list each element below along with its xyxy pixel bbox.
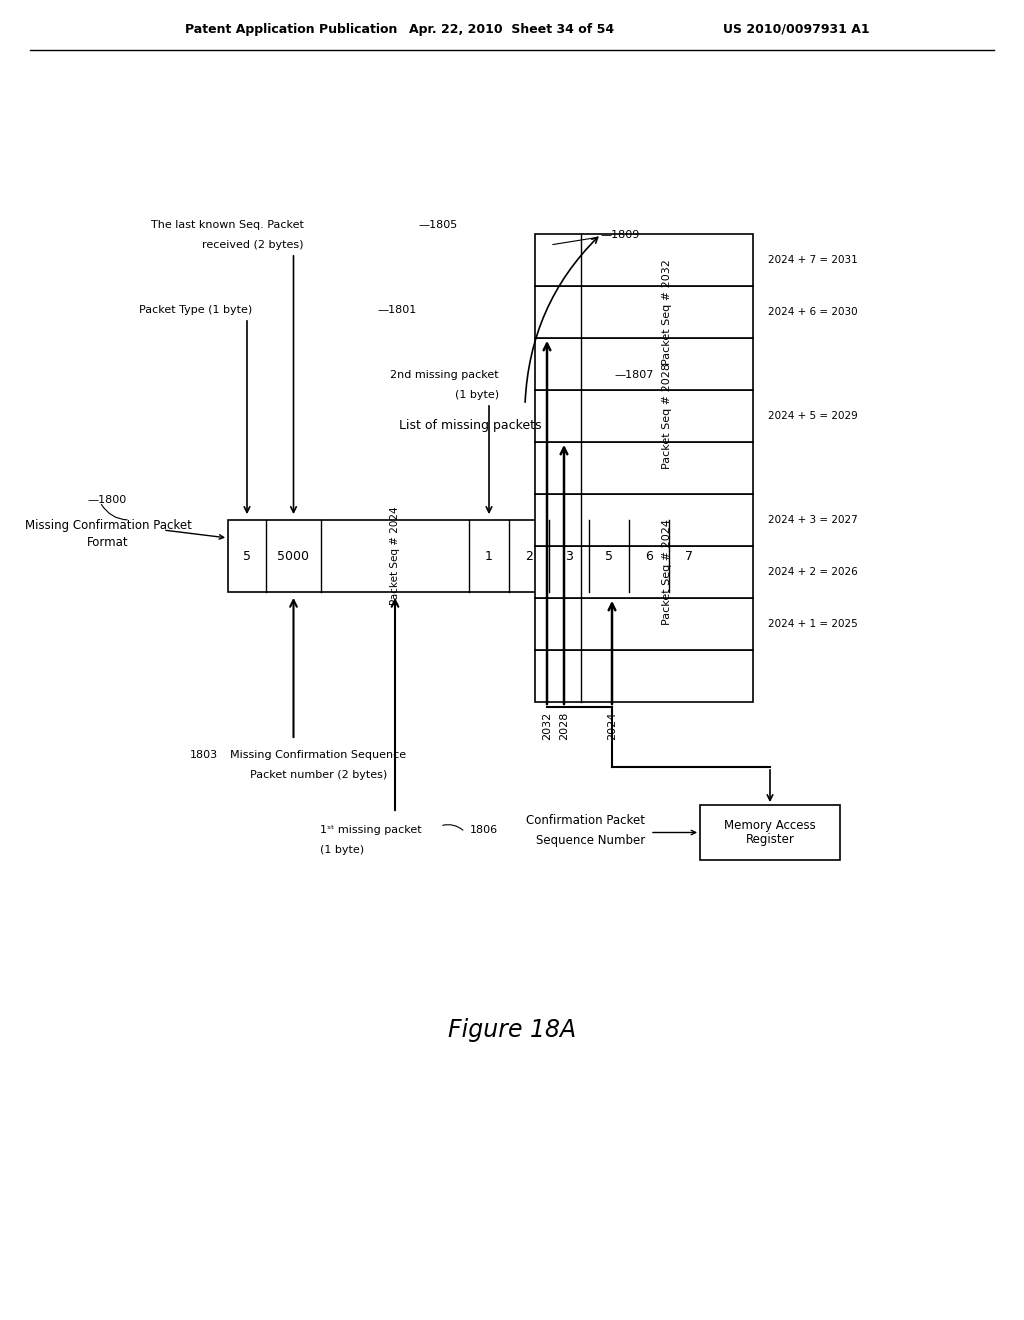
Text: (1 byte): (1 byte) <box>455 389 499 400</box>
Text: List of missing packets: List of missing packets <box>398 418 542 432</box>
Text: Missing Confirmation Sequence: Missing Confirmation Sequence <box>230 750 407 760</box>
Bar <box>535 389 753 442</box>
Text: Packet Type (1 byte): Packet Type (1 byte) <box>138 305 252 315</box>
Text: 6: 6 <box>645 549 653 562</box>
Bar <box>535 338 753 389</box>
Text: 2032: 2032 <box>542 711 552 741</box>
Text: 1806: 1806 <box>470 825 498 836</box>
Text: 7: 7 <box>685 549 693 562</box>
Bar <box>535 234 753 286</box>
Text: Packet Seq # 2032: Packet Seq # 2032 <box>662 259 672 364</box>
Text: The last known Seq. Packet: The last known Seq. Packet <box>151 220 303 230</box>
Text: —1800: —1800 <box>87 495 126 506</box>
Text: Packet Seq # 2028: Packet Seq # 2028 <box>662 363 672 469</box>
Text: 2nd missing packet: 2nd missing packet <box>390 370 499 380</box>
Text: —1807: —1807 <box>614 370 653 380</box>
Text: Packet Seq # 2024: Packet Seq # 2024 <box>390 507 400 606</box>
Text: 2024 + 5 = 2029: 2024 + 5 = 2029 <box>768 411 858 421</box>
Text: Packet Seq # 2024: Packet Seq # 2024 <box>662 519 672 624</box>
Text: Format: Format <box>87 536 129 549</box>
Text: US 2010/0097931 A1: US 2010/0097931 A1 <box>723 22 870 36</box>
Text: 2024: 2024 <box>607 711 617 741</box>
Text: 1ˢᵗ missing packet: 1ˢᵗ missing packet <box>319 825 422 836</box>
Text: 2024 + 1 = 2025: 2024 + 1 = 2025 <box>768 619 858 630</box>
Text: Memory Access
Register: Memory Access Register <box>724 818 816 846</box>
Text: 2028: 2028 <box>559 711 569 741</box>
Text: Packet number (2 bytes): Packet number (2 bytes) <box>250 770 387 780</box>
Text: Apr. 22, 2010  Sheet 34 of 54: Apr. 22, 2010 Sheet 34 of 54 <box>410 22 614 36</box>
Bar <box>535 598 753 649</box>
Text: Figure 18A: Figure 18A <box>447 1018 577 1041</box>
Text: Missing Confirmation Packet: Missing Confirmation Packet <box>25 519 191 532</box>
Text: 5: 5 <box>605 549 613 562</box>
Bar <box>535 442 753 494</box>
Text: —1805: —1805 <box>419 220 458 230</box>
Bar <box>700 805 840 861</box>
Text: 2: 2 <box>525 549 532 562</box>
Text: Confirmation Packet: Confirmation Packet <box>526 814 645 828</box>
Bar <box>535 286 753 338</box>
Text: —1801: —1801 <box>377 305 416 315</box>
Bar <box>535 546 753 598</box>
Text: 2024 + 2 = 2026: 2024 + 2 = 2026 <box>768 568 858 577</box>
Text: 2024 + 3 = 2027: 2024 + 3 = 2027 <box>768 515 858 525</box>
Text: 1: 1 <box>485 549 493 562</box>
Text: Patent Application Publication: Patent Application Publication <box>185 22 397 36</box>
Text: received (2 bytes): received (2 bytes) <box>202 240 303 249</box>
Text: 1803: 1803 <box>189 750 218 760</box>
Text: —1809: —1809 <box>600 230 639 240</box>
Text: 3: 3 <box>565 549 573 562</box>
Text: 5000: 5000 <box>278 549 309 562</box>
Text: 2024 + 6 = 2030: 2024 + 6 = 2030 <box>768 308 858 317</box>
Text: 2024 + 7 = 2031: 2024 + 7 = 2031 <box>768 255 858 265</box>
Bar <box>535 494 753 546</box>
Bar <box>228 520 709 591</box>
Bar <box>535 649 753 702</box>
Text: (1 byte): (1 byte) <box>319 845 365 855</box>
Text: Sequence Number: Sequence Number <box>536 834 645 847</box>
Text: 5: 5 <box>243 549 251 562</box>
